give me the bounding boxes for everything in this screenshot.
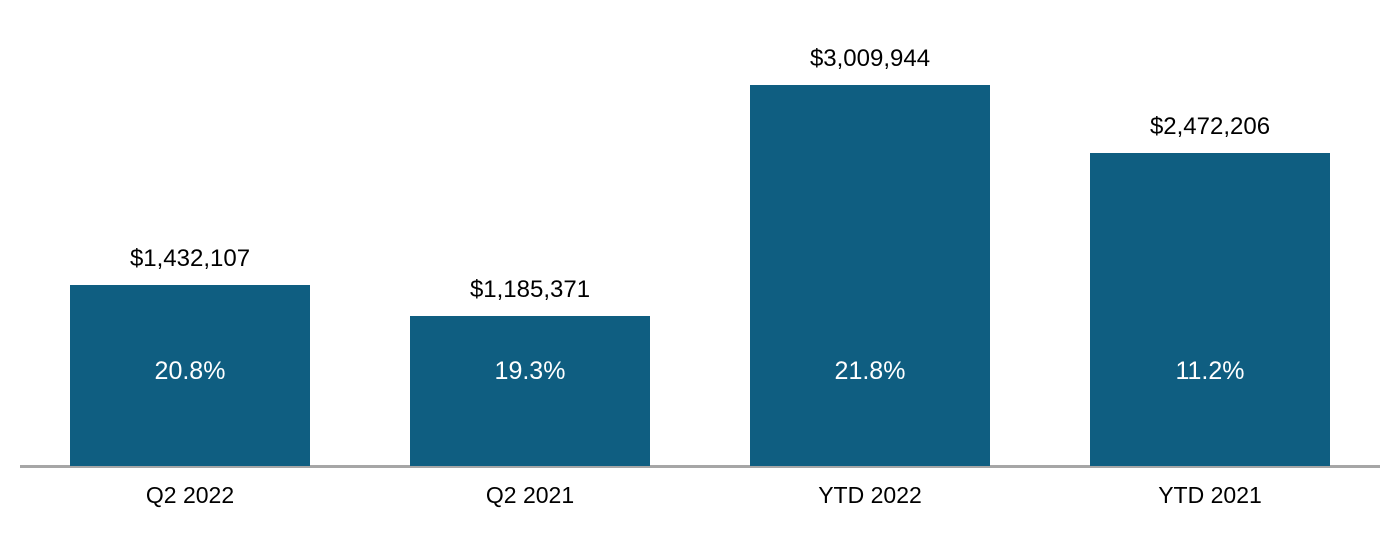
bar <box>70 285 310 466</box>
x-axis-label: YTD 2022 <box>818 482 922 508</box>
bar <box>1090 153 1330 466</box>
x-axis-label: Q2 2021 <box>485 482 575 508</box>
bar <box>410 316 650 466</box>
bar-percent-label: 21.8% <box>834 357 906 385</box>
x-axis-label: Q2 2022 <box>145 482 235 508</box>
bar-value-label: $1,185,371 <box>469 276 591 303</box>
x-axis-line <box>20 465 1380 468</box>
bar-percent-label: 11.2% <box>1175 357 1245 385</box>
bar-percent-label: 20.8% <box>154 357 226 385</box>
bar-value-label: $1,432,107 <box>129 245 251 272</box>
bar-value-label: $3,009,944 <box>809 45 931 72</box>
x-axis-label: YTD 2021 <box>1158 482 1262 508</box>
bar <box>750 85 990 466</box>
bar-value-label: $2,472,206 <box>1149 113 1271 140</box>
bar-percent-label: 19.3% <box>494 357 566 385</box>
